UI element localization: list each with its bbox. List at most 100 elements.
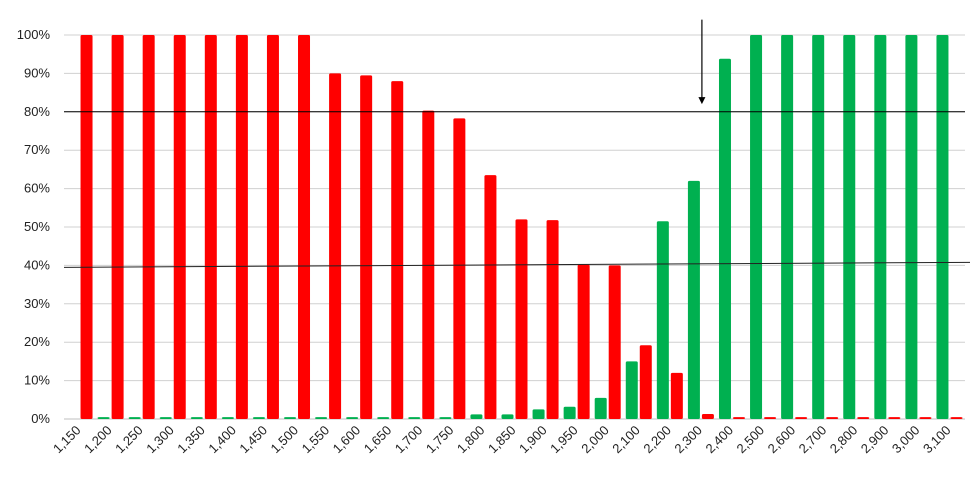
x-tick-label: 2,500 (734, 423, 768, 457)
bar-red (80, 35, 93, 419)
y-axis: 0% 10% 20% 30% 40% 50% 60% 70% 80% 90% 100% (17, 27, 51, 426)
bar-red (484, 175, 497, 419)
y-tick-label: 30% (24, 296, 50, 311)
bar-red (329, 73, 342, 420)
bar-green (470, 414, 483, 419)
bar-green (594, 397, 607, 419)
bar-red (826, 417, 839, 419)
x-tick-label: 3,000 (889, 423, 923, 457)
bar-green (874, 35, 887, 419)
x-tick-label: 1,800 (454, 423, 488, 457)
bar-green (315, 417, 328, 419)
bar-red (670, 372, 683, 419)
x-tick-label: 1,200 (81, 423, 115, 457)
x-tick-label: 1,400 (205, 423, 239, 457)
bar-red (857, 417, 870, 419)
x-tick-label: 1,700 (392, 423, 426, 457)
y-tick-label: 50% (24, 219, 50, 234)
bar-green (656, 221, 669, 419)
bar-green (97, 417, 110, 419)
bar-green (159, 417, 172, 419)
bar-red (795, 417, 808, 419)
bar-red (360, 75, 373, 419)
y-tick-label: 0% (31, 411, 50, 426)
trend-line (63, 261, 971, 268)
bar-red (546, 220, 559, 419)
x-tick-label: 1,500 (268, 423, 302, 457)
y-tick-label: 90% (24, 65, 50, 80)
x-tick-label: 1,650 (361, 423, 395, 457)
bar-red (204, 35, 217, 419)
x-tick-label: 1,350 (174, 423, 208, 457)
bar-green (284, 417, 297, 419)
x-tick-label: 2,300 (671, 423, 705, 457)
bar-green (781, 35, 794, 419)
x-tick-label: 2,800 (827, 423, 861, 457)
y-tick-label: 10% (24, 373, 50, 388)
bar-red (173, 35, 186, 419)
x-tick-label: 1,450 (236, 423, 270, 457)
bar-red (266, 35, 279, 419)
x-tick-label: 1,900 (516, 423, 550, 457)
bar-green (687, 180, 700, 419)
y-tick-label: 20% (24, 334, 50, 349)
bar-green (221, 417, 234, 419)
bar-green (843, 35, 856, 419)
bar-green (128, 417, 141, 419)
x-tick-label: 1,750 (423, 423, 457, 457)
y-tick-label: 40% (24, 257, 50, 272)
bar-green (377, 417, 390, 419)
bar-red (919, 417, 932, 419)
bar-green (936, 35, 949, 419)
x-tick-label: 2,900 (858, 423, 892, 457)
x-tick-label: 1,150 (50, 423, 84, 457)
y-tick-label: 80% (24, 104, 50, 119)
bar-green (252, 417, 265, 419)
bar-green (718, 58, 731, 420)
x-tick-label: 3,100 (920, 423, 954, 457)
bar-green (905, 35, 918, 419)
bar-green (625, 361, 638, 419)
bar-red (453, 118, 466, 419)
x-tick-label: 2,400 (702, 423, 736, 457)
x-tick-label: 2,000 (578, 423, 612, 457)
bar-red (235, 35, 248, 419)
bar-red (701, 414, 714, 419)
bar-red (764, 417, 777, 419)
bar-green (812, 35, 825, 419)
bar-series (80, 35, 963, 420)
bar-red (608, 265, 621, 419)
bar-green (190, 417, 203, 419)
bar-red (142, 35, 155, 419)
x-tick-label: 1,550 (299, 423, 333, 457)
arrow-head (698, 97, 706, 105)
y-tick-label: 100% (17, 27, 51, 42)
y-tick-label: 70% (24, 142, 50, 157)
bar-green (750, 35, 763, 419)
x-tick-label: 1,850 (485, 423, 519, 457)
x-tick-label: 2,200 (640, 423, 674, 457)
bar-red (732, 417, 745, 419)
bar-red (888, 417, 901, 419)
x-tick-label: 2,600 (765, 423, 799, 457)
reference-lines (63, 19, 971, 268)
bar-green (563, 406, 576, 419)
x-tick-label: 2,700 (796, 423, 830, 457)
x-tick-label: 1,300 (143, 423, 177, 457)
bar-red (950, 417, 963, 419)
bar-red (298, 35, 311, 419)
bar-green (439, 417, 452, 419)
bar-green (501, 414, 514, 419)
x-axis: 1,1501,2001,2501,3001,3501,4001,4501,500… (50, 423, 954, 457)
bar-red (515, 219, 528, 419)
bar-red (391, 81, 404, 419)
bar-red (111, 35, 124, 419)
bar-green (532, 409, 545, 419)
bar-green (346, 417, 359, 419)
bar-green (408, 417, 421, 419)
bar-red (639, 345, 652, 419)
y-tick-label: 60% (24, 181, 50, 196)
x-tick-label: 1,250 (112, 423, 146, 457)
bar-red (577, 264, 590, 419)
